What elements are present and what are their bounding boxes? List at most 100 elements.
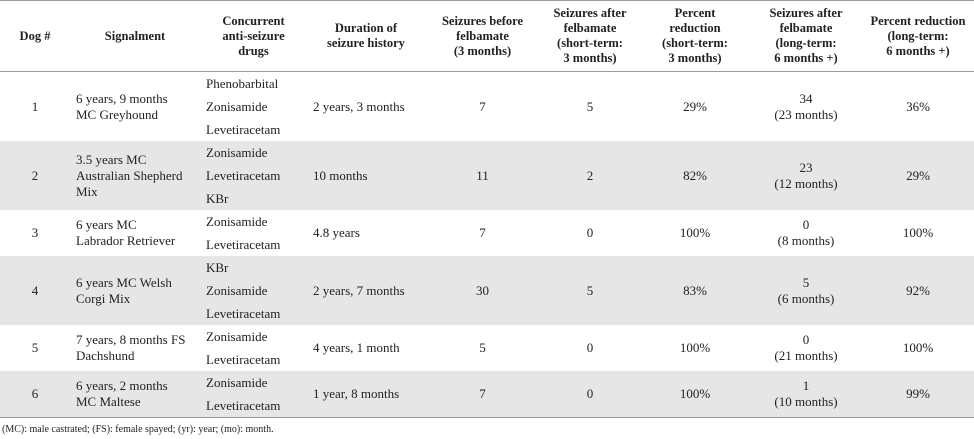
cell-line: Zonisamide <box>206 375 268 390</box>
cell-line: 36% <box>906 98 930 114</box>
table-cell: 5 <box>425 325 540 371</box>
table-cell: 2 <box>540 141 640 210</box>
cell-line: Labrador Retriever <box>76 233 176 248</box>
cell-line: KBr <box>206 191 229 206</box>
table-cell: 5 (6 months) <box>750 256 862 325</box>
table-cell: 34 (23 months) <box>750 72 862 142</box>
cell-line: Duration of <box>334 21 398 35</box>
table-cell: 30 <box>425 256 540 325</box>
cell-line: (23 months) <box>774 106 838 122</box>
table-cell: 100% <box>640 371 750 418</box>
cell-line: (short-term: <box>662 36 728 50</box>
table-cell: 100% <box>640 210 750 256</box>
table-cell: KBr Zonisamide Levetiracetam <box>200 256 307 325</box>
cell-line: 11 <box>476 167 489 183</box>
cell-line: 92% <box>906 282 930 298</box>
table-cell: 82% <box>640 141 750 210</box>
cell-line: Levetiracetam <box>206 306 281 321</box>
cell-line: Levetiracetam <box>206 237 281 252</box>
cell-line: 100% <box>902 225 934 240</box>
cell-line: Levetiracetam <box>206 122 281 137</box>
cell-line: 0 <box>586 225 594 240</box>
cell-line: Levetiracetam <box>206 352 281 367</box>
table-cell: 3.5 years MC Australian Shepherd Mix <box>70 141 200 210</box>
cell-line: 3 months) <box>563 51 617 65</box>
cell-line: 3 <box>31 225 39 240</box>
cell-line: felbamate <box>563 21 617 35</box>
table-cell: 29% <box>640 72 750 142</box>
table-row: 2 3.5 years MC Australian Shepherd Mix Zonis… <box>0 141 974 210</box>
cell-line: 34 <box>799 90 813 106</box>
table-cell: 100% <box>640 325 750 371</box>
header-cell: Signalment <box>70 0 200 72</box>
table-cell: 10 months <box>307 141 425 210</box>
cell-line: 6 years MC Welsh <box>76 274 172 290</box>
header-cell: Seizures before felbamate (3 months) <box>425 0 540 72</box>
header-cell: Dog # <box>0 0 70 72</box>
table-cell: 4.8 years <box>307 210 425 256</box>
cell-line: (21 months) <box>774 348 838 363</box>
cell-line: reduction <box>669 21 721 35</box>
cell-line: 1 <box>31 98 39 114</box>
table-row: 1 6 years, 9 months MC Greyhound Phenobarbi… <box>0 72 974 142</box>
cell-line: Seizures before <box>441 13 524 28</box>
cell-line: Phenobarbital <box>206 76 279 91</box>
table-cell: 7 <box>425 72 540 142</box>
table-cell: 6 years MC Labrador Retriever <box>70 210 200 256</box>
cell-line: 5 <box>802 274 810 290</box>
table-cell: 0 (21 months) <box>750 325 862 371</box>
header-row: Dog # Signalment Concurrent anti-seizure dru… <box>0 0 974 72</box>
cell-line: MC Greyhound <box>76 106 158 122</box>
cell-line: Percent reduction <box>870 13 966 28</box>
cell-line: (10 months) <box>774 394 838 409</box>
cell-line: 5 <box>31 340 39 355</box>
header-cell: Percent reduction (long-term: 6 months +) <box>862 0 974 72</box>
table-cell: 36% <box>862 72 974 142</box>
cell-line: 23 <box>799 159 813 175</box>
cell-line: KBr <box>206 260 229 275</box>
cell-line: Zonisamide <box>206 283 268 298</box>
table-row: 6 6 years, 2 months MC Maltese Zonisamide Le… <box>0 371 974 418</box>
cell-line: (3 months) <box>453 43 512 58</box>
cell-line: (long-term: <box>775 36 837 50</box>
cell-line: (8 months) <box>777 233 835 248</box>
table-cell: 4 years, 1 month <box>307 325 425 371</box>
table-cell: 83% <box>640 256 750 325</box>
table-cell: 2 years, 3 months <box>307 72 425 142</box>
data-table: Dog # Signalment Concurrent anti-seizure dru… <box>0 0 974 418</box>
table-cell: 6 <box>0 371 70 418</box>
header-cell: Concurrent anti-seizure drugs <box>200 0 307 72</box>
table-cell: 1 <box>0 72 70 142</box>
table-cell: 29% <box>862 141 974 210</box>
cell-line: Dog # <box>19 28 51 43</box>
table-cell: 6 years, 9 months MC Greyhound <box>70 72 200 142</box>
cell-line: 2 <box>31 167 39 183</box>
table-row: 3 6 years MC Labrador Retriever Zonisamide L… <box>0 210 974 256</box>
cell-line: 29% <box>683 98 707 114</box>
cell-line: 99% <box>906 386 930 401</box>
table-cell: 7 years, 8 months FS Dachshund <box>70 325 200 371</box>
cell-line: 5 <box>479 340 486 355</box>
cell-line: Australian Shepherd <box>76 167 183 183</box>
table-cell: 5 <box>540 256 640 325</box>
cell-line: 6 years, 9 months <box>76 90 168 106</box>
cell-line: 0 <box>802 217 810 232</box>
footnote: (MC): male castrated; (FS): female spaye… <box>2 424 274 435</box>
table-cell: 0 (8 months) <box>750 210 862 256</box>
cell-line: 2 years, 3 months <box>313 98 405 114</box>
cell-line: 6 years MC <box>76 217 137 232</box>
table-cell: 6 years, 2 months MC Maltese <box>70 371 200 418</box>
cell-line: Dachshund <box>76 348 135 363</box>
cell-line: Signalment <box>104 28 166 43</box>
cell-line: seizure history <box>327 36 405 50</box>
cell-line: 5 <box>586 282 594 298</box>
table-cell: 99% <box>862 371 974 418</box>
table-row: 4 6 years MC Welsh Corgi Mix KBr Zonisamide L… <box>0 256 974 325</box>
table-cell: 3 <box>0 210 70 256</box>
table-body: 1 6 years, 9 months MC Greyhound Phenobarbi… <box>0 72 974 418</box>
table-cell: Zonisamide Levetiracetam <box>200 371 307 418</box>
cell-line: 1 <box>802 378 810 393</box>
header-cell: Seizures after felbamate (long-term: 6 mont… <box>750 0 862 72</box>
